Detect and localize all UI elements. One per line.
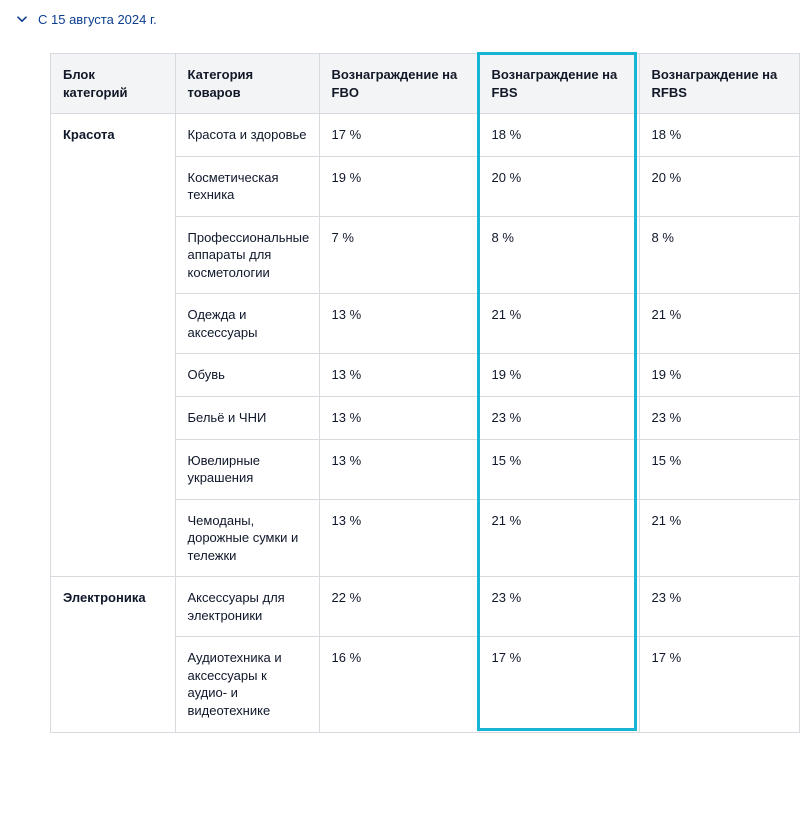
cell-fbo: 13 % xyxy=(319,439,479,499)
table-row: Чемоданы, дорожные сумки и тележки13 %21… xyxy=(51,499,799,577)
table-row: КрасотаКрасота и здоровье17 %18 %18 % xyxy=(51,114,799,157)
cell-category: Профессиональные аппараты для косметолог… xyxy=(175,216,319,294)
cell-block xyxy=(51,637,175,732)
cell-fbs: 15 % xyxy=(479,439,639,499)
cell-fbs: 18 % xyxy=(479,114,639,157)
col-header-block: Блок категорий xyxy=(51,54,175,114)
cell-category: Аудиотехника и аксессуары к аудио- и вид… xyxy=(175,637,319,732)
commission-table: Блок категорий Категория товаров Вознагр… xyxy=(51,54,799,733)
cell-rfbs: 17 % xyxy=(639,637,799,732)
cell-fbo: 22 % xyxy=(319,577,479,637)
table-row: Одежда и аксессуары13 %21 %21 % xyxy=(51,294,799,354)
table-row: Аудиотехника и аксессуары к аудио- и вид… xyxy=(51,637,799,732)
cell-block xyxy=(51,397,175,440)
cell-fbs: 21 % xyxy=(479,294,639,354)
chevron-down-icon xyxy=(16,14,28,26)
cell-fbo: 16 % xyxy=(319,637,479,732)
col-header-rfbs: Вознаграждение на RFBS xyxy=(639,54,799,114)
cell-block xyxy=(51,499,175,577)
cell-fbo: 13 % xyxy=(319,294,479,354)
table-row: ЭлектроникаАксессуары для электроники22 … xyxy=(51,577,799,637)
table-header-row: Блок категорий Категория товаров Вознагр… xyxy=(51,54,799,114)
cell-category: Красота и здоровье xyxy=(175,114,319,157)
cell-rfbs: 21 % xyxy=(639,294,799,354)
cell-block xyxy=(51,439,175,499)
cell-fbo: 13 % xyxy=(319,354,479,397)
cell-fbo: 19 % xyxy=(319,156,479,216)
cell-rfbs: 20 % xyxy=(639,156,799,216)
cell-category: Одежда и аксессуары xyxy=(175,294,319,354)
cell-category: Аксессуары для электроники xyxy=(175,577,319,637)
cell-block: Электроника xyxy=(51,577,175,637)
cell-fbo: 13 % xyxy=(319,499,479,577)
cell-fbo: 17 % xyxy=(319,114,479,157)
table-row: Обувь13 %19 %19 % xyxy=(51,354,799,397)
table-row: Ювелирные украшения13 %15 %15 % xyxy=(51,439,799,499)
cell-rfbs: 23 % xyxy=(639,397,799,440)
accordion-title: С 15 августа 2024 г. xyxy=(38,12,157,27)
cell-fbs: 19 % xyxy=(479,354,639,397)
table-row: Бельё и ЧНИ13 %23 %23 % xyxy=(51,397,799,440)
cell-category: Обувь xyxy=(175,354,319,397)
cell-category: Чемоданы, дорожные сумки и тележки xyxy=(175,499,319,577)
cell-category: Косметическая техника xyxy=(175,156,319,216)
cell-fbs: 17 % xyxy=(479,637,639,732)
cell-fbs: 8 % xyxy=(479,216,639,294)
cell-fbo: 7 % xyxy=(319,216,479,294)
cell-rfbs: 8 % xyxy=(639,216,799,294)
col-header-fbo: Вознаграждение на FBO xyxy=(319,54,479,114)
accordion-toggle[interactable]: С 15 августа 2024 г. xyxy=(16,12,790,27)
cell-block xyxy=(51,354,175,397)
col-header-category: Категория товаров xyxy=(175,54,319,114)
cell-fbs: 23 % xyxy=(479,577,639,637)
cell-rfbs: 18 % xyxy=(639,114,799,157)
cell-fbs: 20 % xyxy=(479,156,639,216)
col-header-fbs: Вознаграждение на FBS xyxy=(479,54,639,114)
cell-block xyxy=(51,156,175,216)
cell-fbs: 21 % xyxy=(479,499,639,577)
cell-fbs: 23 % xyxy=(479,397,639,440)
cell-rfbs: 19 % xyxy=(639,354,799,397)
cell-block xyxy=(51,294,175,354)
cell-rfbs: 15 % xyxy=(639,439,799,499)
table-row: Косметическая техника19 %20 %20 % xyxy=(51,156,799,216)
cell-category: Ювелирные украшения xyxy=(175,439,319,499)
table-row: Профессиональные аппараты для косметолог… xyxy=(51,216,799,294)
cell-block xyxy=(51,216,175,294)
cell-block: Красота xyxy=(51,114,175,157)
cell-rfbs: 21 % xyxy=(639,499,799,577)
cell-fbo: 13 % xyxy=(319,397,479,440)
cell-category: Бельё и ЧНИ xyxy=(175,397,319,440)
cell-rfbs: 23 % xyxy=(639,577,799,637)
commission-table-wrap: Блок категорий Категория товаров Вознагр… xyxy=(50,53,800,733)
